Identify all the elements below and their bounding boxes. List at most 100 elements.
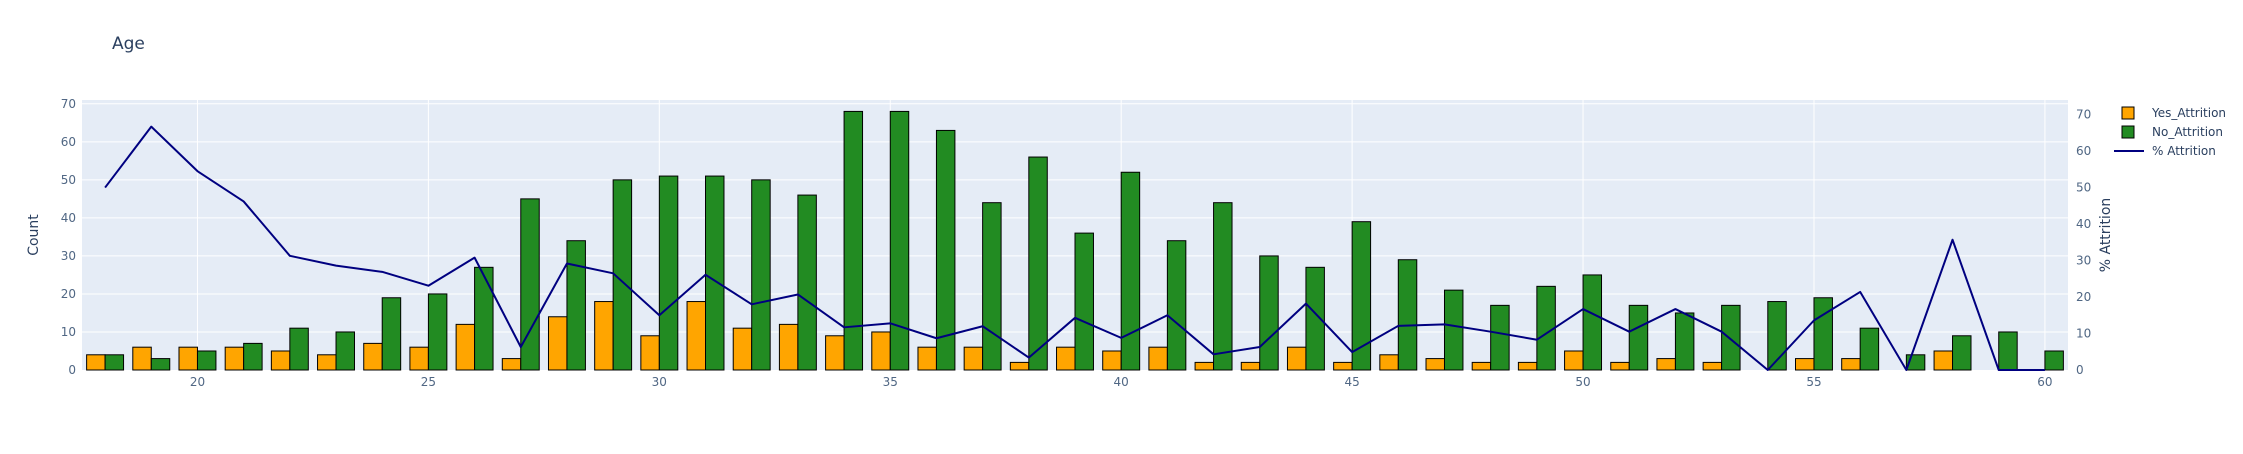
x-tick-label: 35 [883,375,898,389]
yes-attrition-bar [732,327,753,371]
axes: 0 10 20 30 40 50 60 70 0 10 20 30 40 50 60 70 20 25 30 35 40… [61,97,2092,389]
yes-attrition-bar [1425,358,1445,371]
no-attrition-bar [797,194,817,371]
no-attrition-bar [658,175,679,371]
yes-attrition-bar [1933,350,1954,371]
no-attrition-bar [1859,327,1880,371]
yes-attrition-bar [1286,346,1307,371]
yes-attrition-bar [825,335,845,371]
y2-tick-label: 10 [2076,327,2091,341]
no-attrition-bar [1213,202,1233,371]
yes-attrition-bar [1656,358,1676,371]
legend-label: No_Attrition [2152,125,2223,139]
y-axis-label: Count [26,214,42,256]
y-tick-label: 70 [61,97,76,111]
y2-tick-label: 40 [2076,217,2091,231]
yes-attrition-bar [1148,346,1168,371]
y2-tick-label: 20 [2076,290,2091,304]
no-attrition-bar [1443,289,1464,371]
no-attrition-bar [982,202,1002,371]
yes-attrition-bar [1610,361,1630,371]
yes-attrition-bar [778,323,799,371]
no-attrition-bar [2044,350,2064,371]
yes-attrition-bar [917,346,937,371]
yes-attrition-bar [1240,361,1261,371]
yes-attrition-bar [1564,350,1584,371]
no-attrition-bar [751,179,771,371]
y-tick-label: 20 [61,287,76,301]
no-attrition-bar [1952,335,1972,371]
legend-swatch [2121,125,2135,139]
no-attrition-bar [566,240,586,371]
y2-axis-label: % Attrition [2098,198,2114,273]
no-attrition-bar [104,354,125,371]
yes-attrition-bar [686,301,707,371]
no-attrition-bar [935,129,956,371]
x-tick-label: 40 [1114,375,1129,389]
yes-attrition-bar [871,331,891,371]
no-attrition-bar [1674,312,1695,371]
y2-tick-label: 50 [2076,181,2091,195]
yes-attrition-bar [594,301,614,371]
no-attrition-bar [243,342,263,371]
y-tick-label: 10 [61,325,76,339]
yes-attrition-bar [963,346,984,371]
yes-attrition-bar [1009,361,1030,371]
attrition-percent-line [104,125,2045,371]
yes-attrition-bar [132,346,152,371]
yes-attrition-bar [1517,361,1538,371]
no-attrition-bar [1998,331,2018,371]
no-attrition-bar [889,110,910,371]
attrition-line-layer [104,125,2045,371]
no-attrition-bar [705,175,725,371]
y-tick-label: 50 [61,173,76,187]
no-attrition-bar [1813,297,1833,371]
no-attrition-bar [1074,232,1094,371]
no-attrition-bar [520,198,540,371]
x-tick-label: 30 [652,375,667,389]
no-attrition-bar [289,327,309,371]
x-tick-label: 45 [1344,375,1359,389]
yes-attrition-bar [1795,358,1815,371]
yes-attrition-bar [1056,346,1076,371]
y2-tick-label: 60 [2076,144,2091,158]
yes-attrition-bar [1702,361,1723,371]
no-attrition-bar [1490,304,1510,371]
yes-attrition-bar [1194,361,1215,371]
no-attrition-bar [612,179,633,371]
legend: Yes_Attrition No_Attrition % Attrition [2114,106,2226,158]
y-tick-label: 30 [61,249,76,263]
no-attrition-bar [1120,171,1141,371]
yes-attrition-bar [409,346,429,371]
bars [86,110,2064,371]
legend-label: Yes_Attrition [2151,106,2226,120]
no-attrition-bar [1628,304,1649,371]
no-attrition-bar [150,358,171,371]
yes-attrition-bar [501,358,522,371]
y-tick-label: 60 [61,135,76,149]
legend-label: % Attrition [2152,144,2216,158]
no-attrition-bar [843,110,864,371]
x-tick-label: 55 [1806,375,1821,389]
yes-attrition-bar [1379,354,1399,371]
y2-tick-label: 0 [2076,363,2084,377]
x-tick-label: 50 [1575,375,1590,389]
yes-attrition-bar [1333,361,1353,371]
no-attrition-bar [335,331,355,371]
yes-attrition-bar [1841,358,1861,371]
no-attrition-bar [1767,301,1787,371]
y2-tick-label: 30 [2076,254,2091,268]
no-attrition-bar [1259,255,1279,371]
yes-attrition-bar [1102,350,1122,371]
no-attrition-bar [1397,259,1418,371]
yes-attrition-bar [1471,361,1492,371]
no-attrition-bar [1028,156,1048,371]
yes-attrition-bar [86,354,106,371]
x-tick-label: 60 [2037,375,2052,389]
y-tick-label: 40 [61,211,76,225]
no-attrition-bar [427,293,448,371]
yes-attrition-bar [178,346,198,371]
yes-attrition-bar [224,346,245,371]
